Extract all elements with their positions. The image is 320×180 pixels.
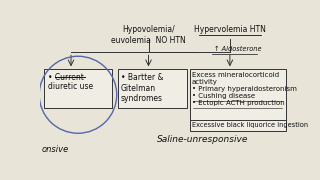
Text: Hypovolemia/
euvolemia  NO HTN: Hypovolemia/ euvolemia NO HTN bbox=[111, 25, 186, 45]
Text: Excess mineralocorticoid
activity
• Primary hyperaldosteronism
• Cushing disease: Excess mineralocorticoid activity • Prim… bbox=[192, 72, 297, 106]
Text: ↑ Aldosterone: ↑ Aldosterone bbox=[214, 46, 262, 52]
Text: • Bartter &
Gitelman
syndromes: • Bartter & Gitelman syndromes bbox=[121, 73, 163, 103]
Text: onsive: onsive bbox=[42, 145, 69, 154]
Bar bbox=[44, 69, 112, 108]
Bar bbox=[189, 69, 286, 122]
Text: • Current: • Current bbox=[48, 73, 84, 82]
Text: Excessive black liquorice ingestion: Excessive black liquorice ingestion bbox=[192, 122, 308, 129]
Bar bbox=[189, 120, 286, 131]
Text: Hypervolemia HTN: Hypervolemia HTN bbox=[194, 25, 266, 34]
Text: Saline-unresponsive: Saline-unresponsive bbox=[157, 135, 248, 144]
Text: diuretic use: diuretic use bbox=[48, 82, 93, 91]
Bar bbox=[117, 69, 187, 108]
